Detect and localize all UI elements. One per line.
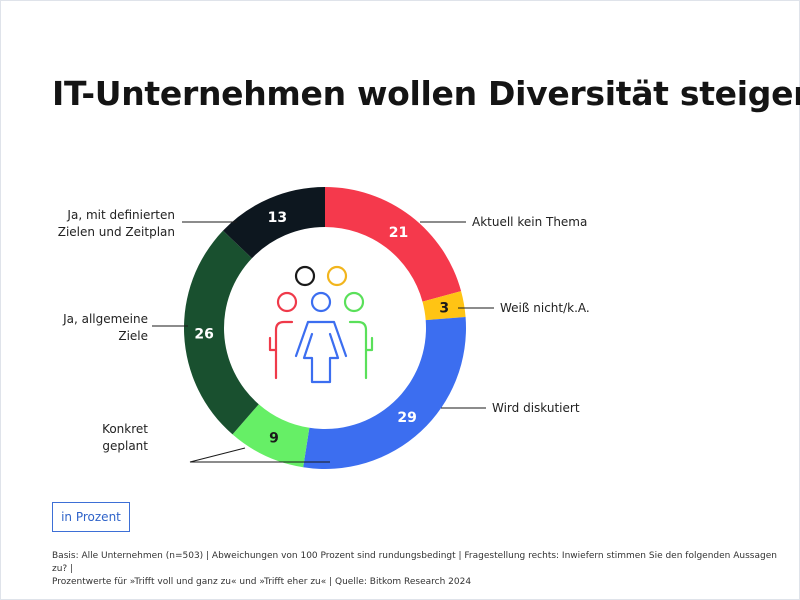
value-label-wird-diskutiert: 29 bbox=[397, 410, 416, 426]
footnote-line-1: Basis: Alle Unternehmen (n=503) | Abweic… bbox=[52, 551, 777, 574]
person-arm-red bbox=[268, 336, 278, 352]
category-label-ja-mit-definierten-zielen-und-zeitplan: Ja, mit definierten Zielen und Zeitplan bbox=[58, 208, 175, 239]
chart-title: IT-Unternehmen wollen Diversität steiger… bbox=[52, 74, 800, 114]
category-label-wird-diskutiert: Wird diskutiert bbox=[492, 401, 580, 415]
unit-label: in Prozent bbox=[52, 502, 130, 532]
category-label-konkret-geplant: Konkret geplant bbox=[102, 422, 148, 453]
footnote: Basis: Alle Unternehmen (n=503) | Abweic… bbox=[52, 550, 792, 589]
leader-line-konkret-geplant bbox=[189, 447, 330, 463]
person-head-black bbox=[294, 265, 316, 287]
person-arm-green bbox=[364, 336, 374, 352]
slice-ja-mit-definierten-zielen-und-zeitplan bbox=[222, 187, 325, 259]
diverse-people-icon bbox=[268, 265, 374, 384]
person-body-blue bbox=[294, 320, 348, 384]
footnote-line-2: Prozentwerte für »Trifft voll und ganz z… bbox=[52, 577, 472, 587]
value-label-ja-allgemeine-ziele: 26 bbox=[194, 327, 213, 343]
person-body-green bbox=[348, 320, 368, 380]
slice-konkret-geplant bbox=[232, 404, 310, 468]
person-head-blue bbox=[310, 291, 332, 313]
category-label-ja-allgemeine-ziele: Ja, allgemeine Ziele bbox=[62, 312, 148, 343]
value-label-ja-mit-definierten-zielen-und-zeitplan: 13 bbox=[268, 210, 287, 226]
slice-ja-allgemeine-ziele bbox=[184, 230, 259, 435]
slice-wird-diskutiert bbox=[303, 317, 466, 469]
value-label-konkret-geplant: 9 bbox=[269, 431, 279, 447]
slice-aktuell-kein-thema bbox=[325, 187, 462, 302]
slice-weiss-nicht-k-a bbox=[422, 291, 466, 321]
category-label-aktuell-kein-thema: Aktuell kein Thema bbox=[472, 215, 587, 229]
person-body-red bbox=[274, 320, 294, 380]
value-label-aktuell-kein-thema: 21 bbox=[389, 225, 408, 241]
person-head-red bbox=[276, 291, 298, 313]
category-label-weiss-nicht-k-a: Weiß nicht/k.A. bbox=[500, 301, 590, 315]
person-head-green bbox=[343, 291, 365, 313]
person-head-yellow bbox=[326, 265, 348, 287]
value-label-weiss-nicht-k-a: 3 bbox=[439, 300, 449, 316]
